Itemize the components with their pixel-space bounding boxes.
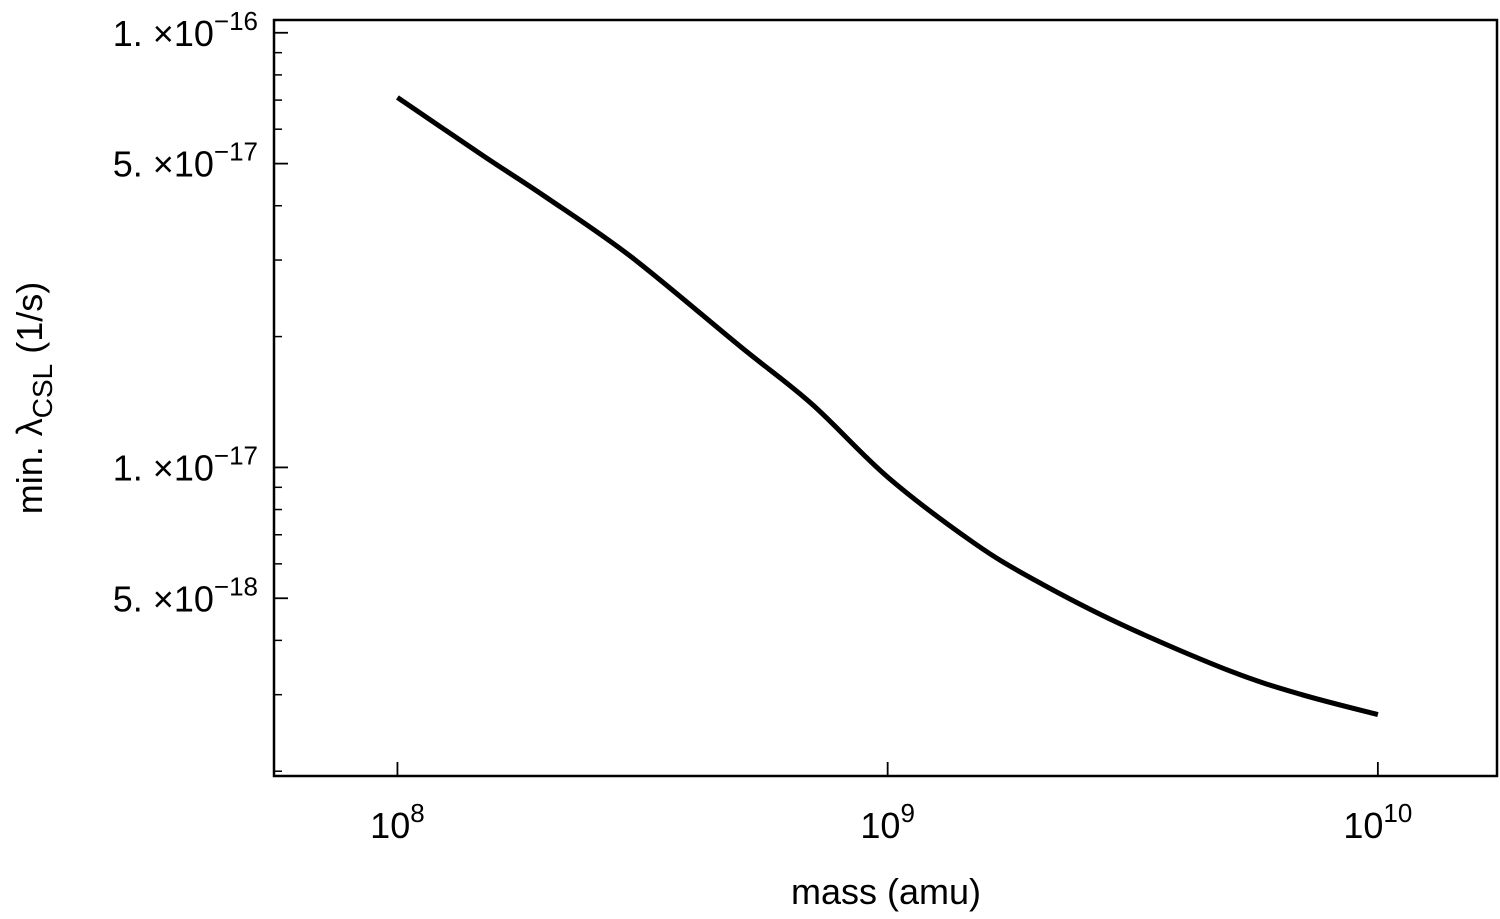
y-axis-label-prefix: min. λ	[9, 418, 50, 514]
y-tick-label: 5. ×10−17	[113, 137, 258, 185]
y-tick-label: 5. ×10−18	[113, 571, 258, 619]
ticks-layer	[274, 31, 1379, 776]
y-tick-label: 1. ×10−17	[113, 440, 258, 488]
y-axis-label-subscript: CSL	[27, 364, 58, 418]
x-tick-label: 1010	[1343, 798, 1412, 846]
plot-frame	[272, 18, 1499, 778]
y-axis-label-suffix: (1/s)	[9, 282, 50, 364]
y-axis-label: min. λCSL (1/s)	[9, 282, 58, 515]
x-tick-label: 108	[370, 798, 425, 846]
x-tick-label: 109	[860, 798, 915, 846]
y-tick-label: 1. ×10−16	[113, 6, 258, 54]
tick-labels-layer: 108 109 1010 1. ×10−16 5. ×10−17 1. ×10−17 5. …	[113, 6, 1413, 846]
series-line	[395, 95, 1379, 718]
x-axis-label: mass (amu)	[791, 871, 981, 912]
